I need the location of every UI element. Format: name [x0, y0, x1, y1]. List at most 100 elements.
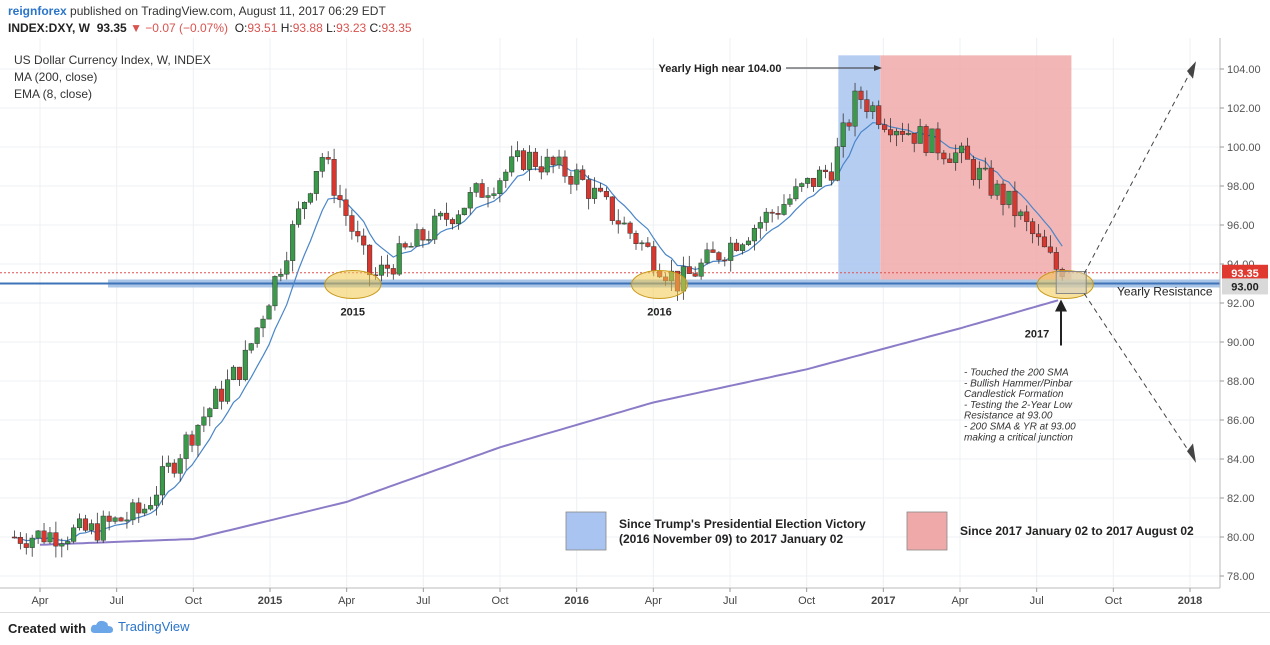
- up-arrow-head: [1055, 299, 1067, 312]
- candle-body: [911, 133, 917, 144]
- candle-body: [497, 180, 503, 194]
- note-line: - Bullish Hammer/Pinbar: [964, 378, 1073, 389]
- candle-body: [757, 222, 763, 229]
- candle-body: [402, 243, 408, 248]
- publisher-name[interactable]: reignforex: [8, 4, 67, 18]
- candle-body: [959, 145, 965, 154]
- candle-body: [805, 177, 811, 184]
- low-value: 93.23: [336, 21, 367, 35]
- footer: Created with TradingView: [0, 612, 1270, 645]
- candle-body: [319, 157, 325, 172]
- y-tick-label: 96.00: [1227, 220, 1255, 232]
- projection-down-head: [1187, 443, 1196, 463]
- candle-body: [71, 527, 77, 542]
- candle-body: [467, 192, 473, 209]
- candle-body: [929, 128, 935, 153]
- candle-body: [609, 196, 615, 221]
- candle-body: [781, 204, 787, 215]
- ma-indicator-label[interactable]: MA (200, close): [14, 70, 97, 84]
- candle-body: [645, 242, 651, 247]
- candle-body: [864, 99, 870, 112]
- resistance-tag-bg: [1222, 278, 1268, 295]
- candle-body: [775, 213, 781, 215]
- high-value: 93.88: [292, 21, 323, 35]
- candle-body: [201, 416, 207, 426]
- y-tick-label: 98.00: [1227, 181, 1255, 193]
- candle-body: [1018, 211, 1024, 217]
- candle-body: [449, 219, 456, 225]
- candle-body: [242, 349, 248, 380]
- note-line: making a critical junction: [964, 432, 1073, 443]
- candle-body: [751, 228, 757, 242]
- label-2017: 2017: [1025, 329, 1049, 341]
- candle-body: [556, 156, 562, 166]
- published-text: published on TradingView.com, August 11,…: [70, 4, 386, 18]
- price-chart[interactable]: Yearly Resistance 2015 2016 2017 Yearly Hig…: [0, 38, 1270, 612]
- y-tick-label: 80.00: [1227, 532, 1255, 544]
- candle-body: [136, 502, 142, 514]
- candle-body: [627, 222, 633, 234]
- candle-body: [982, 167, 988, 170]
- candle-body: [846, 122, 852, 127]
- candle-body: [503, 171, 509, 181]
- candle-body: [580, 169, 586, 180]
- y-tick-label: 90.00: [1227, 337, 1255, 349]
- candle-body: [615, 220, 621, 225]
- legend-swatch: [906, 511, 948, 551]
- candle-body: [947, 158, 953, 163]
- candle-body: [1035, 233, 1042, 238]
- candle-body: [219, 388, 225, 402]
- y-tick-label: 92.00: [1227, 298, 1255, 310]
- annotations: 2015 2016 2017 Yearly High near 104.00 - Tou…: [324, 61, 1196, 463]
- candle-body: [17, 537, 23, 544]
- candle-body: [77, 518, 83, 529]
- candle-body: [23, 543, 29, 548]
- candle-body: [526, 151, 533, 170]
- created-with-text: Created with: [8, 621, 87, 636]
- x-tick-label: 2018: [1178, 595, 1202, 607]
- candle-body: [236, 366, 242, 380]
- candle-body: [639, 242, 645, 245]
- candle-body: [65, 541, 71, 544]
- candle-body: [769, 211, 775, 214]
- candle-body: [994, 183, 1000, 196]
- candle-body: [710, 249, 716, 253]
- price-change: −0.07 (−0.07%): [145, 21, 229, 35]
- tradingview-brand: TradingView: [118, 619, 190, 634]
- candle-body: [11, 536, 17, 539]
- candle-body: [142, 508, 148, 514]
- tradingview-link[interactable]: TradingView: [90, 619, 190, 634]
- candle-body: [455, 214, 461, 225]
- candle-body: [698, 262, 704, 277]
- candle-body: [716, 252, 722, 261]
- candle-body: [1030, 221, 1036, 235]
- x-axis[interactable]: Apr Jul Oct 2015 Apr Jul Oct 2016 Apr Jul Oct 2017 A…: [0, 587, 1220, 607]
- y-tick-label: 104.00: [1227, 64, 1261, 76]
- candle-body: [266, 305, 272, 320]
- candle-body: [349, 215, 355, 232]
- candle-body: [1012, 190, 1018, 217]
- symbol-name[interactable]: INDEX:DXY, W: [8, 21, 91, 35]
- ema-indicator-label[interactable]: EMA (8, close): [14, 87, 92, 101]
- candle-body: [367, 244, 373, 276]
- candle-body: [651, 246, 657, 272]
- x-tick-label: Apr: [31, 595, 48, 607]
- note-line: - 200 SMA & YR at 93.00: [964, 422, 1076, 433]
- y-tick-label: 100.00: [1227, 142, 1261, 154]
- open-value: 93.51: [247, 21, 278, 35]
- x-tick-label: Jul: [110, 595, 124, 607]
- candle-body: [195, 424, 201, 446]
- candle-body: [882, 124, 888, 130]
- cloud-icon: [90, 620, 113, 633]
- candle-body: [225, 379, 231, 402]
- note-line: - Testing the 2-Year Low: [964, 400, 1073, 411]
- candle-body: [586, 179, 592, 199]
- candle-body: [822, 169, 828, 173]
- candle-body: [343, 199, 349, 216]
- close-value: 93.35: [381, 21, 412, 35]
- indicator-lines: [14, 122, 1063, 546]
- y-axis[interactable]: 78.00 80.00 82.00 84.00 86.00 88.00 90.00 92.00…: [1219, 38, 1268, 588]
- candle-body: [290, 224, 296, 261]
- legend-label: (2016 November 09) to 2017 January 02: [619, 532, 843, 546]
- candle-body: [1000, 183, 1006, 205]
